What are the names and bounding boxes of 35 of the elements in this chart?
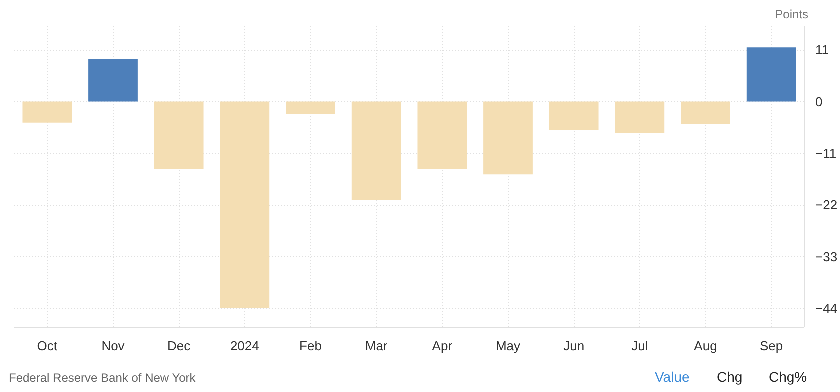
bar bbox=[615, 102, 665, 134]
x-tick-label: Sep bbox=[760, 338, 784, 354]
bar bbox=[352, 102, 402, 201]
bar bbox=[88, 58, 138, 102]
text: Value bbox=[655, 368, 690, 387]
bar bbox=[484, 102, 533, 175]
x-tick-label: Feb bbox=[300, 338, 322, 354]
x-tick-label: May bbox=[496, 338, 522, 354]
bar bbox=[746, 48, 796, 102]
x-tick-label: Jul bbox=[632, 338, 648, 354]
y-axis-title: Points bbox=[775, 8, 809, 22]
y-tick-label: −44 bbox=[816, 301, 838, 316]
x-tick-label: Mar bbox=[365, 338, 388, 354]
x-tick-label: Nov bbox=[102, 338, 126, 354]
y-tick-label: −33 bbox=[816, 249, 838, 264]
x-tick-label: Oct bbox=[37, 338, 58, 354]
text: Chg% bbox=[769, 368, 808, 387]
x-tick-label: Aug bbox=[694, 338, 718, 354]
bar bbox=[220, 102, 270, 308]
x-tick-label: Dec bbox=[168, 338, 192, 354]
text: Federal Reserve Bank of New York bbox=[9, 370, 196, 387]
text: Chg bbox=[717, 368, 743, 387]
y-tick-label: 11 bbox=[816, 42, 829, 58]
x-tick-label: Apr bbox=[432, 338, 454, 354]
x-tick-label: Jun bbox=[564, 338, 585, 354]
y-tick-label: −11 bbox=[816, 146, 837, 161]
bar bbox=[154, 102, 204, 170]
y-tick-label: −22 bbox=[816, 198, 838, 213]
bar bbox=[681, 102, 730, 124]
bar bbox=[22, 102, 72, 123]
bar bbox=[418, 102, 468, 170]
x-tick-label: 2024 bbox=[230, 338, 260, 354]
y-tick-label: 0 bbox=[816, 94, 823, 110]
bar bbox=[286, 102, 336, 114]
bar bbox=[549, 102, 599, 130]
